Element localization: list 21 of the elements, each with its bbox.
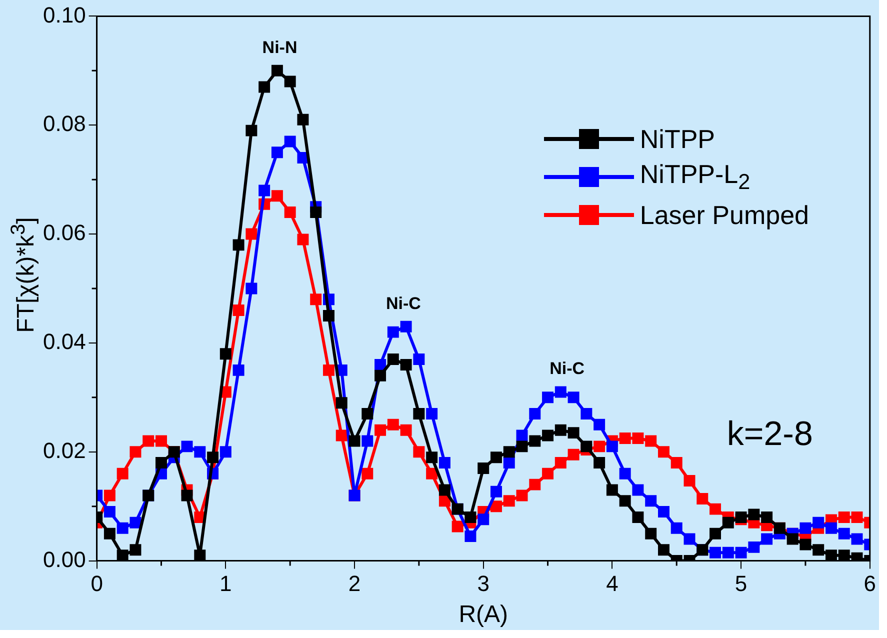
y-tick-label: 0.04: [42, 329, 86, 354]
annotation: Ni-C: [550, 359, 585, 378]
x-tick-label: 1: [220, 571, 232, 596]
y-tick-label: 0.02: [42, 438, 86, 463]
annotation: Ni-C: [386, 294, 421, 313]
x-axis-title: R(A): [458, 601, 508, 628]
y-tick-label: 0.00: [42, 546, 86, 572]
x-tick-label: 2: [348, 571, 361, 596]
x-tick-label: 6: [864, 571, 876, 596]
x-tick-label: 5: [734, 571, 748, 596]
x-tick-label: 0: [90, 571, 103, 596]
y-tick-label: 0.10: [42, 2, 86, 28]
legend-label: Laser Pumped: [640, 200, 809, 230]
legend-label: NiTPP: [640, 124, 716, 154]
annotation: k=2-8: [726, 414, 813, 453]
annotation: Ni-N: [262, 38, 298, 57]
x-tick-label: 4: [606, 571, 618, 596]
y-tick-label: 0.06: [42, 220, 86, 246]
y-tick-label: 0.08: [42, 111, 86, 136]
legend-label: NiTPP-L$_{2}$: [640, 158, 750, 196]
x-tick-label: 3: [477, 571, 490, 596]
